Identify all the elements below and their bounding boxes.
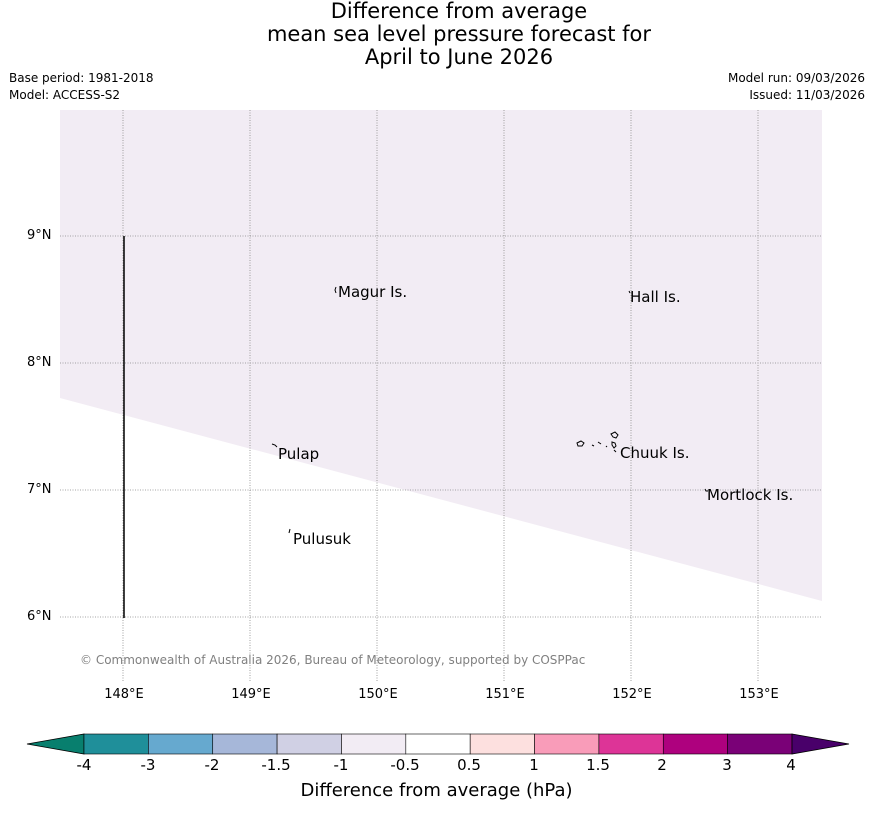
colorbar-segment: [662, 733, 728, 755]
colorbar-tick: 0.5: [457, 756, 481, 774]
colorbar-segment: [469, 733, 535, 755]
colorbar-segment: [727, 733, 793, 755]
meta-right: Model run: 09/03/2026 Issued: 11/03/2026: [728, 70, 865, 104]
model-name: Model: ACCESS-S2: [9, 88, 121, 102]
colorbar: [26, 733, 850, 755]
mortlock-island-outline: [704, 488, 708, 492]
colorbar-tick: -4: [76, 756, 92, 774]
map-title: Difference from average mean sea level p…: [0, 0, 873, 69]
title-line-3: April to June 2026: [364, 45, 554, 69]
lon-label-153e: 153°E: [739, 687, 779, 702]
hall-island-outline: [628, 290, 631, 294]
place-pulusuk: Pulusuk: [293, 530, 351, 548]
colorbar-segment: [534, 733, 600, 755]
lon-label-151e: 151°E: [485, 687, 525, 702]
islands: [271, 286, 708, 534]
colorbar-extend-high: [791, 733, 850, 755]
lat-label-9n: 9°N: [27, 228, 52, 243]
lat-label-7n: 7°N: [27, 482, 52, 497]
lon-label-148e: 148°E: [104, 687, 144, 702]
colorbar-tick: 1.5: [586, 756, 610, 774]
colorbar-tick: 2: [657, 756, 667, 774]
pulusuk-island-outline: [288, 528, 291, 534]
colorbar-tick: 4: [786, 756, 796, 774]
colorbar-tick: -0.5: [390, 756, 420, 774]
colorbar-segment: [276, 733, 342, 755]
place-mortlock: Mortlock Is.: [707, 486, 794, 504]
place-magur: Magur Is.: [338, 283, 408, 301]
colorbar-tick: -1.5: [261, 756, 291, 774]
meta-left: Base period: 1981-2018 Model: ACCESS-S2: [9, 70, 154, 104]
pressure-anomaly-fill: [60, 110, 822, 601]
colorbar-segment: [83, 733, 149, 755]
lon-label-150e: 150°E: [358, 687, 398, 702]
pulap-island-outline: [271, 443, 278, 448]
colorbar-segment: [405, 733, 471, 755]
colorbar-extend-low: [26, 733, 85, 755]
lon-label-149e: 149°E: [231, 687, 271, 702]
colorbar-segment: [598, 733, 664, 755]
place-hall: Hall Is.: [630, 288, 681, 306]
colorbar-tick: -2: [204, 756, 220, 774]
copyright-notice: © Commonwealth of Australia 2026, Bureau…: [80, 653, 586, 667]
colorbar-segment: [212, 733, 278, 755]
colorbar-segment: [148, 733, 214, 755]
colorbar-tick: -1: [333, 756, 349, 774]
issued-date: Issued: 11/03/2026: [749, 88, 865, 102]
title-line-1: Difference from average: [330, 0, 588, 23]
colorbar-tick: 1: [529, 756, 539, 774]
magur-island-outline: [334, 286, 337, 294]
colorbar-segment: [341, 733, 407, 755]
colorbar-tick: 3: [722, 756, 732, 774]
chuuk-lagoon-outline: [576, 431, 619, 453]
lat-label-8n: 8°N: [27, 355, 52, 370]
colorbar-label: Difference from average (hPa): [300, 780, 573, 801]
colorbar-tick: -3: [140, 756, 156, 774]
place-chuuk: Chuuk Is.: [620, 444, 690, 462]
model-run: Model run: 09/03/2026: [727, 71, 865, 85]
gridlines: [60, 110, 822, 682]
base-period: Base period: 1981-2018: [9, 71, 154, 85]
lat-label-6n: 6°N: [27, 609, 52, 624]
title-line-2: mean sea level pressure forecast for: [266, 22, 652, 46]
lon-label-152e: 152°E: [612, 687, 652, 702]
place-pulap: Pulap: [278, 445, 320, 463]
